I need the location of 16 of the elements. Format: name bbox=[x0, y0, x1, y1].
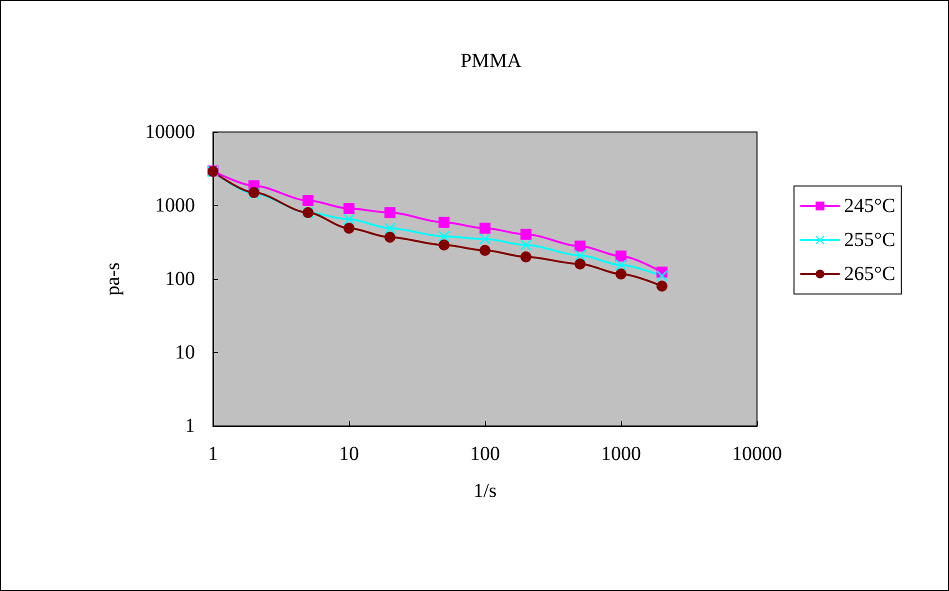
y-axis-title: pa-s bbox=[102, 262, 124, 296]
y-tick-label: 10000 bbox=[145, 121, 195, 143]
y-tick-label: 10 bbox=[175, 342, 195, 364]
chart-title: PMMA bbox=[460, 50, 522, 72]
y-tick-label: 1000 bbox=[155, 194, 195, 216]
y-tick-label: 100 bbox=[165, 268, 195, 290]
x-tick-label: 10000 bbox=[732, 443, 782, 465]
x-tick-label: 1000 bbox=[601, 443, 641, 465]
legend-label: 245°C bbox=[844, 195, 896, 217]
x-tick-label: 10 bbox=[339, 443, 359, 465]
x-tick-label: 100 bbox=[470, 443, 500, 465]
y-tick-label: 1 bbox=[185, 415, 195, 437]
legend-label: 265°C bbox=[844, 263, 896, 285]
x-axis-title: 1/s bbox=[473, 480, 497, 502]
x-tick-label: 1 bbox=[208, 443, 218, 465]
legend-label: 255°C bbox=[844, 229, 896, 251]
